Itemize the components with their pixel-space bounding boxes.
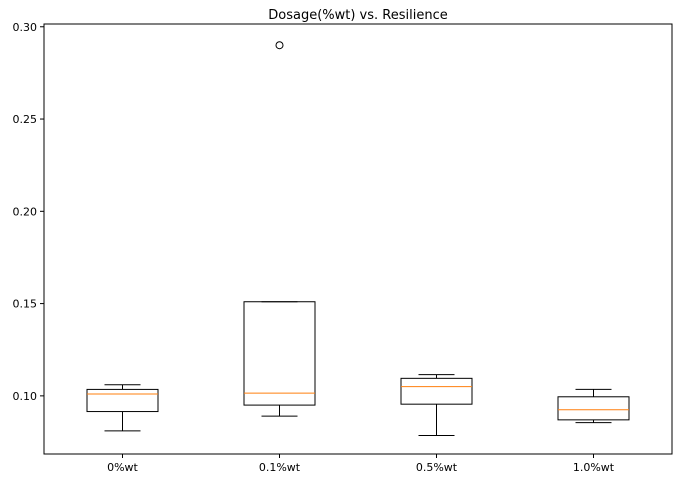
- box-body: [400, 377, 473, 405]
- y-tick-label: 0.20: [13, 205, 38, 218]
- x-tick-label: 0%wt: [107, 461, 138, 474]
- x-tick-label: 0.5%wt: [416, 461, 458, 474]
- plot-area: 0.10 0.15 0.20 0.25 0.30 0%wt 0.1%wt 0.5%wt 1.0%…: [13, 21, 673, 474]
- y-tick-label: 0.25: [13, 113, 38, 126]
- y-tick-label: 0.30: [13, 21, 38, 34]
- x-tick-label: 1.0%wt: [573, 461, 615, 474]
- y-tick-label: 0.15: [13, 298, 38, 311]
- chart-title: Dosage(%wt) vs. Resilience: [268, 8, 447, 23]
- axes-frame: [43, 23, 673, 455]
- box-body: [557, 396, 630, 421]
- y-tick-label: 0.10: [13, 390, 38, 403]
- box-0%wt: [86, 384, 159, 432]
- box-0.1%wt: [243, 41, 316, 417]
- box-1.0%wt: [557, 388, 630, 424]
- box-body: [243, 301, 316, 406]
- box-body: [86, 388, 159, 413]
- x-tick-label: 0.1%wt: [259, 461, 301, 474]
- box-0.5%wt: [400, 374, 473, 437]
- outlier-point: [275, 41, 284, 50]
